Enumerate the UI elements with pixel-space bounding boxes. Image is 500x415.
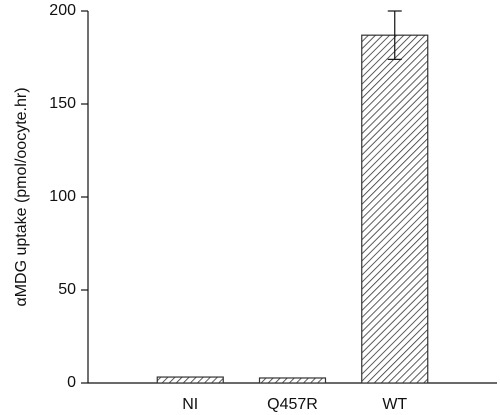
x-tick-label: NI — [182, 396, 198, 413]
y-tick-label: 50 — [58, 281, 76, 298]
x-tick-label: Q457R — [267, 396, 318, 413]
bar — [361, 34, 429, 384]
y-tick-label: 100 — [49, 188, 76, 205]
y-tick-label: 200 — [49, 2, 76, 19]
x-tick-label: WT — [382, 396, 407, 413]
y-axis-label: αMDG uptake (pmol/oocyte.hr) — [13, 87, 30, 306]
y-tick-label: 150 — [49, 95, 76, 112]
bar — [156, 376, 224, 384]
y-tick-label: 0 — [67, 374, 76, 391]
bar — [258, 377, 327, 384]
